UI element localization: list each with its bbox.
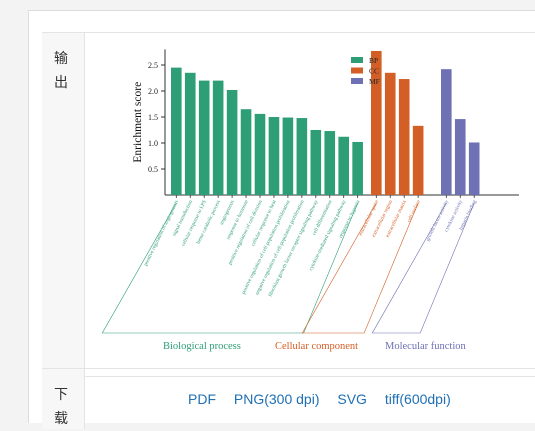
bar (171, 67, 182, 195)
y-tick-label: 2.0 (148, 87, 158, 96)
bar (310, 130, 322, 195)
bar (352, 141, 363, 195)
download-content: PDF PNG(300 dpi) SVG tiff(600dpi) (85, 369, 535, 429)
bar (468, 142, 480, 195)
bar (454, 119, 466, 195)
bar (254, 113, 266, 195)
bar (226, 89, 238, 195)
y-tick-label: 0.5 (148, 165, 158, 174)
bar (268, 117, 280, 195)
download-png-link[interactable]: PNG(300 dpi) (233, 391, 320, 407)
download-tiff-link[interactable]: tiff(600dpi) (384, 391, 451, 407)
bar (412, 125, 424, 195)
group-bracket (301, 202, 419, 334)
bar (282, 117, 294, 195)
download-svg-link[interactable]: SVG (337, 391, 367, 407)
legend-label: BP (369, 56, 378, 65)
group-bracket (371, 202, 475, 334)
bar (240, 109, 252, 195)
bar (371, 50, 382, 196)
download-links: PDF PNG(300 dpi) SVG tiff(600dpi) (188, 391, 465, 407)
bar (324, 131, 336, 195)
bar (441, 69, 452, 195)
download-label: 下载 (54, 387, 68, 427)
output-row: 输出 0.5 1.0 1.5 2.0 2.5 Enrichment score positi… (42, 32, 535, 377)
legend-label: CC (369, 67, 379, 76)
output-content: 0.5 1.0 1.5 2.0 2.5 Enrichment score positive … (85, 33, 535, 376)
download-pdf-link[interactable]: PDF (188, 391, 216, 407)
legend-swatch (351, 78, 363, 84)
download-label-cell: 下载 (42, 369, 85, 429)
group-bracket (101, 202, 358, 334)
y-tick-label: 1.0 (148, 139, 158, 148)
download-row: 下载 PDF PNG(300 dpi) SVG tiff(600dpi) (42, 368, 535, 429)
group-label: Cellular component (275, 341, 358, 352)
output-label-cell: 输出 (42, 33, 85, 376)
legend-label: MF (369, 77, 380, 86)
bar (338, 136, 349, 195)
y-tick-label: 1.5 (148, 113, 158, 122)
legend-swatch (351, 67, 363, 74)
bar (212, 80, 224, 195)
legend-swatch (351, 57, 363, 63)
bar (198, 80, 210, 195)
bar (384, 72, 396, 195)
bar (398, 79, 410, 195)
group-label: Biological process (163, 341, 241, 352)
bar (184, 72, 196, 195)
result-panel: 输出 0.5 1.0 1.5 2.0 2.5 Enrichment score positi… (28, 10, 535, 429)
output-label: 输出 (54, 51, 68, 91)
bar (296, 118, 308, 195)
y-axis-title: Enrichment score (132, 82, 144, 163)
group-label: Molecular function (385, 341, 467, 352)
y-tick-label: 2.5 (148, 61, 158, 70)
